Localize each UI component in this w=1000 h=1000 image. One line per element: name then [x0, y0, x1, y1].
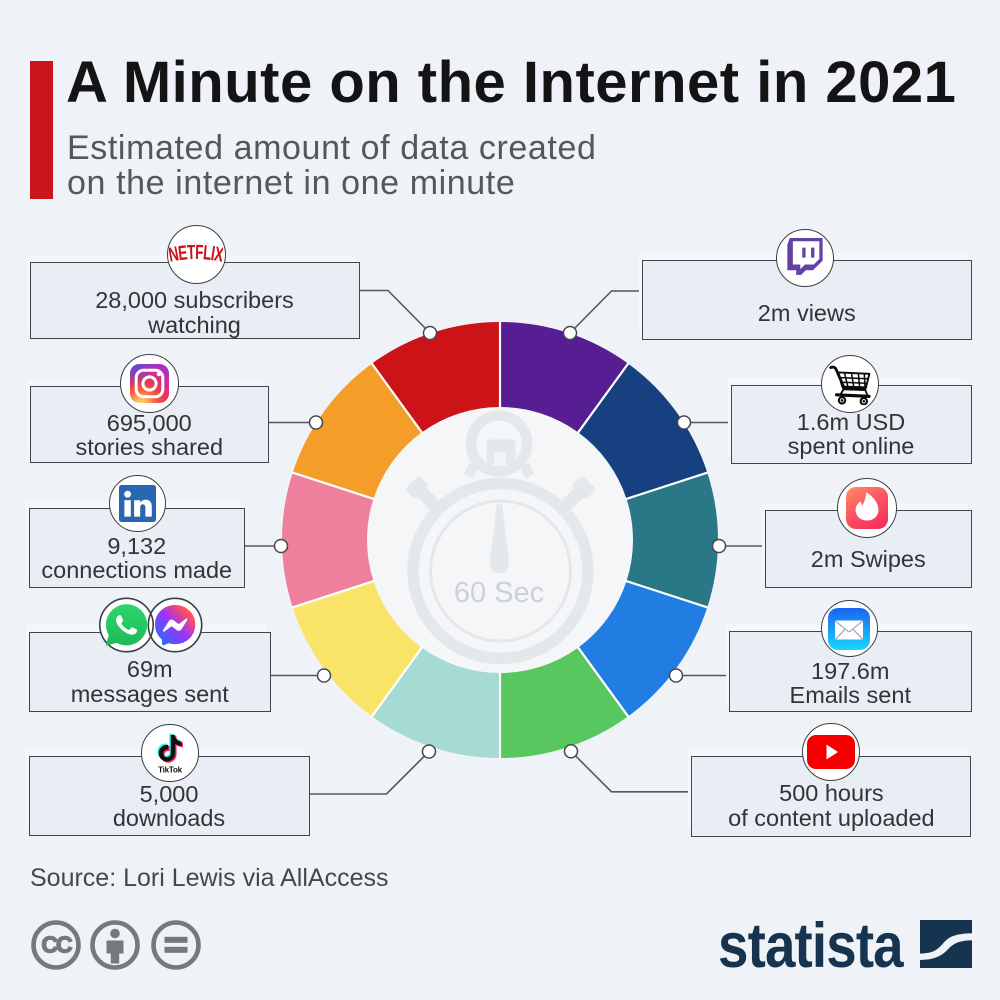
- svg-text:TikTok: TikTok: [158, 765, 183, 774]
- svg-text:60 Sec: 60 Sec: [454, 577, 544, 609]
- svg-text:NETFLIX: NETFLIX: [169, 240, 223, 266]
- svg-text:CC: CC: [41, 932, 72, 958]
